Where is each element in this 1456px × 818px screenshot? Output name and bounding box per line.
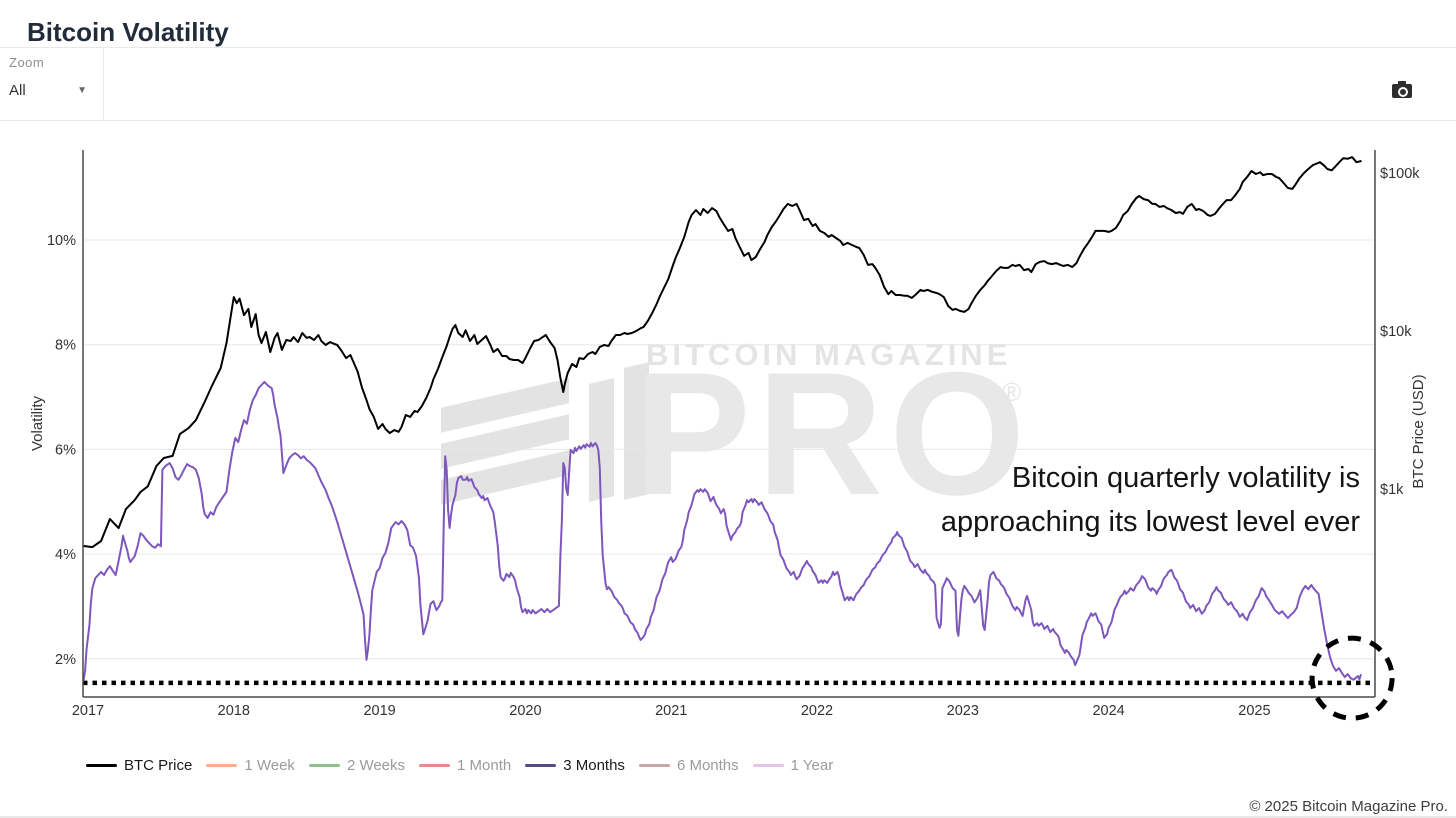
watermark-pro-text: PRO bbox=[634, 337, 1032, 532]
legend-swatch bbox=[752, 764, 784, 767]
x-axis-tick-label: 2025 bbox=[1238, 703, 1270, 719]
page-title: Bitcoin Volatility bbox=[27, 17, 229, 48]
legend-label: BTC Price bbox=[124, 757, 193, 774]
right-axis-tick-label: $1k bbox=[1380, 482, 1404, 498]
copyright-text: © 2025 Bitcoin Magazine Pro. bbox=[1249, 798, 1448, 815]
legend-swatch bbox=[86, 764, 117, 767]
chart-annotation: Bitcoin quarterly volatility is approach… bbox=[941, 456, 1360, 544]
annotation-line-2: approaching its lowest level ever bbox=[940, 506, 1360, 538]
legend-label: 1 Month bbox=[457, 757, 512, 774]
x-axis-tick-label: 2019 bbox=[363, 703, 395, 719]
legend-swatch bbox=[638, 764, 670, 767]
x-axis-tick-label: 2017 bbox=[72, 703, 104, 719]
btc-price-line[interactable] bbox=[82, 156, 1362, 549]
legend-label: 3 Months bbox=[563, 757, 625, 774]
legend-label: 1 Week bbox=[244, 757, 295, 774]
x-axis-tick-label: 2024 bbox=[1092, 703, 1124, 719]
left-axis-tick-label: 8% bbox=[55, 338, 76, 354]
zoom-range-cell: Zoom All ▼ bbox=[0, 48, 104, 120]
legend-item-1-year[interactable]: 1 Year bbox=[752, 757, 834, 774]
left-axis-tick-label: 10% bbox=[47, 233, 76, 249]
camera-icon bbox=[1398, 81, 1406, 86]
range-selected-value: All bbox=[9, 82, 26, 99]
legend-item-1-week[interactable]: 1 Week bbox=[206, 757, 295, 774]
legend-item-2-weeks[interactable]: 2 Weeks bbox=[308, 757, 406, 774]
left-axis-title: Volatility bbox=[29, 395, 46, 451]
export-chart-button[interactable] bbox=[1392, 81, 1414, 99]
left-axis-tick-label: 4% bbox=[55, 547, 76, 563]
legend-swatch bbox=[525, 764, 557, 767]
legend-swatch bbox=[206, 764, 238, 767]
watermark: BITCOIN MAGAZINE PRO ® bbox=[0, 119, 1456, 759]
zoom-label: Zoom bbox=[9, 55, 45, 70]
legend-label: 2 Weeks bbox=[346, 757, 406, 774]
chart-toolbar: Zoom All ▼ bbox=[0, 47, 1456, 121]
right-axis-tick-label: $10k bbox=[1380, 324, 1412, 340]
legend-swatch bbox=[419, 764, 451, 767]
left-axis-tick-label: 6% bbox=[55, 442, 76, 458]
lowest-level-circle-annotation bbox=[1309, 635, 1395, 721]
legend-item-3-months[interactable]: 3 Months bbox=[525, 757, 625, 774]
legend-label: 6 Months bbox=[676, 757, 739, 774]
legend-swatch bbox=[308, 764, 340, 767]
x-axis-tick-label: 2023 bbox=[947, 703, 979, 719]
x-axis-tick-label: 2020 bbox=[509, 703, 541, 719]
chart-legend: BTC Price 1 Week 2 Weeks 1 Month 3 Months 6 M… bbox=[86, 757, 833, 774]
x-axis-tick-label: 2022 bbox=[801, 703, 833, 719]
registered-mark: ® bbox=[1002, 377, 1022, 407]
right-axis-tick-label: $100k bbox=[1380, 166, 1420, 182]
legend-item-1-month[interactable]: 1 Month bbox=[419, 757, 511, 774]
annotation-line-1: Bitcoin quarterly volatility is bbox=[1011, 462, 1360, 494]
3-months-line[interactable] bbox=[82, 380, 1362, 681]
left-axis-tick-label: 2% bbox=[55, 652, 76, 668]
legend-label: 1 Year bbox=[790, 757, 834, 774]
range-select-dropdown[interactable]: All ▼ bbox=[9, 82, 95, 99]
legend-item-btc-price[interactable]: BTC Price bbox=[86, 757, 192, 774]
x-axis-tick-label: 2021 bbox=[655, 703, 687, 719]
right-axis-title: BTC Price (USD) bbox=[1410, 374, 1427, 488]
x-axis-tick-label: 2018 bbox=[218, 703, 250, 719]
chart-region: BITCOIN MAGAZINE PRO ® 2% 4% 6% 8% 10% $1k $10… bbox=[0, 119, 1456, 759]
watermark-brand-text: BITCOIN MAGAZINE bbox=[646, 337, 1012, 372]
chevron-down-icon: ▼ bbox=[77, 85, 87, 96]
legend-item-6-months[interactable]: 6 Months bbox=[638, 757, 739, 774]
